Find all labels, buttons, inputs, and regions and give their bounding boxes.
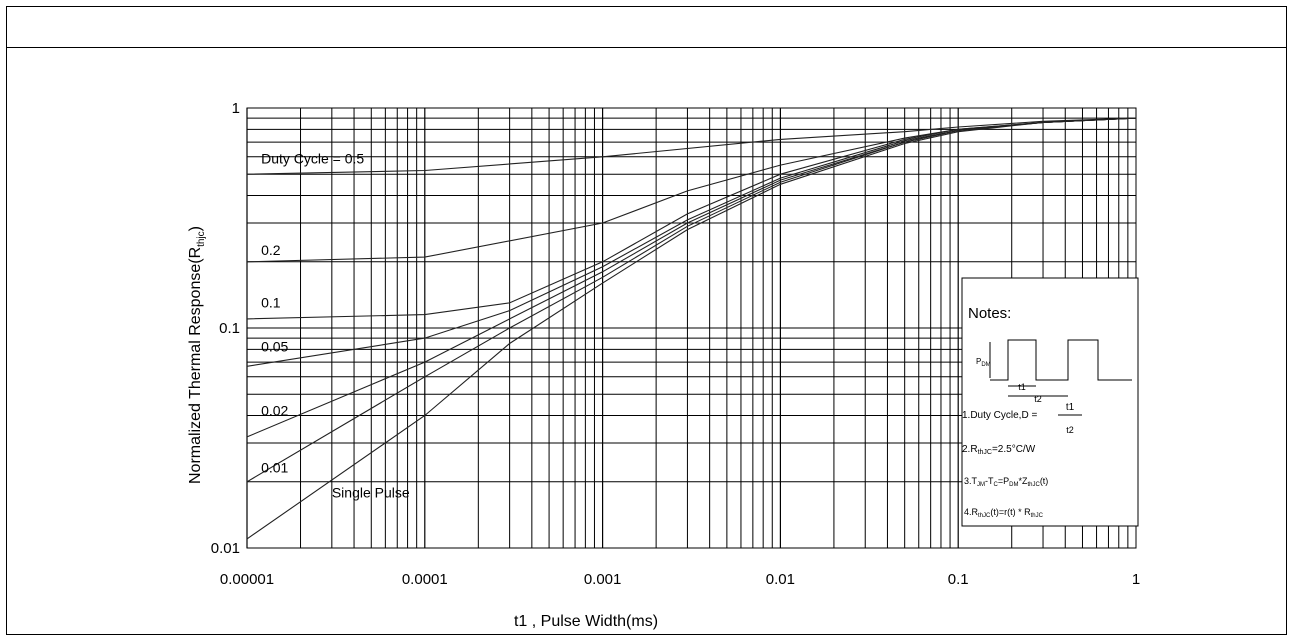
note-4-a: 4.R [964, 507, 979, 517]
note-4-b: thJC [978, 513, 991, 519]
t1-label: t1 [1018, 382, 1026, 392]
x-tick-label: 0.1 [948, 571, 969, 588]
series-label: Single Pulse [332, 484, 410, 500]
note-3-e: =P [998, 476, 1009, 486]
series-lines [246, 117, 1137, 540]
y-tick-label: 0.1 [219, 320, 240, 337]
note-3-b: JM [977, 482, 985, 488]
series-line [246, 117, 1137, 540]
series-label: 0.02 [261, 403, 288, 419]
note-2-sub: thJC [978, 449, 992, 456]
note-1-numerator: t1 [1066, 402, 1075, 413]
y-tick-label: 1 [232, 100, 240, 117]
t2-label: t2 [1034, 394, 1042, 404]
y-tick-label: 0.01 [211, 540, 240, 557]
note-3-d: C [994, 482, 999, 488]
note-2-rest: =2.5°C/W [992, 444, 1036, 455]
note-3-h: thJC [1027, 482, 1040, 488]
x-tick-label: 0.01 [766, 571, 795, 588]
y-axis-label: Normalized Thermal Response(Rthjc) [187, 226, 207, 484]
series-label: 0.05 [261, 339, 288, 355]
x-tick-label: 1 [1132, 571, 1140, 588]
notes-box: Notes: PDM t1 t2 1.Duty Cycle,D = t1 t2 … [961, 277, 1139, 527]
note-3-i: (t) [1040, 476, 1049, 486]
series-line [246, 117, 1137, 320]
y-axis-label-close: ) [187, 226, 204, 231]
y-axis-label-main: Normalized Thermal Response(R [187, 247, 204, 484]
note-3-f: DM [1009, 482, 1018, 488]
note-4-text: 4.RthJC(t)=r(t) * RthJC [964, 507, 1044, 519]
series-label: 0.2 [261, 242, 281, 258]
note-1-denominator: t2 [1066, 425, 1074, 435]
tick-labels: 0.00001 0.0001 0.001 0.01 0.1 1 1 0.1 0.01 [211, 100, 1140, 588]
note-3-g: *Z [1018, 476, 1028, 486]
pdm-label-main: P [976, 357, 981, 366]
series-label: Duty Cycle = 0.5 [261, 150, 364, 166]
notes-title: Notes: [968, 305, 1011, 322]
note-3-c: -T [985, 476, 994, 486]
x-tick-label: 0.00001 [220, 571, 274, 588]
note-1-text: 1.Duty Cycle,D = [962, 410, 1037, 421]
header-strip [6, 6, 1287, 48]
y-axis-label-sub: thjc [196, 231, 207, 247]
series-label: 0.1 [261, 294, 281, 310]
note-2-main: 2.R [962, 444, 978, 455]
pdm-label-sub: DM [981, 362, 990, 368]
x-tick-label: 0.0001 [402, 571, 448, 588]
pulse-waveform-icon [990, 339, 1132, 381]
series-line [246, 117, 1137, 263]
pdm-label: PDM [976, 357, 991, 368]
series-line [246, 117, 1137, 483]
notes-background [961, 277, 1139, 527]
note-3-text: 3.TJM-TC=PDM*ZthJC(t) [964, 476, 1048, 488]
note-3-a: 3.T [964, 476, 978, 486]
series-labels: Duty Cycle = 0.5 0.2 0.1 0.05 0.02 0.01 Single… [261, 150, 410, 500]
series-line [246, 117, 1137, 175]
x-axis-label: t1 , Pulse Width(ms) [514, 613, 658, 630]
note-2-text: 2.RthJC=2.5°C/W [962, 444, 1036, 456]
note-4-d: thJC [1031, 513, 1044, 519]
x-tick-label: 0.001 [584, 571, 622, 588]
figure-frame [6, 6, 1287, 635]
note-4-c: (t)=r(t) * R [990, 507, 1031, 517]
series-label: 0.01 [261, 460, 288, 476]
